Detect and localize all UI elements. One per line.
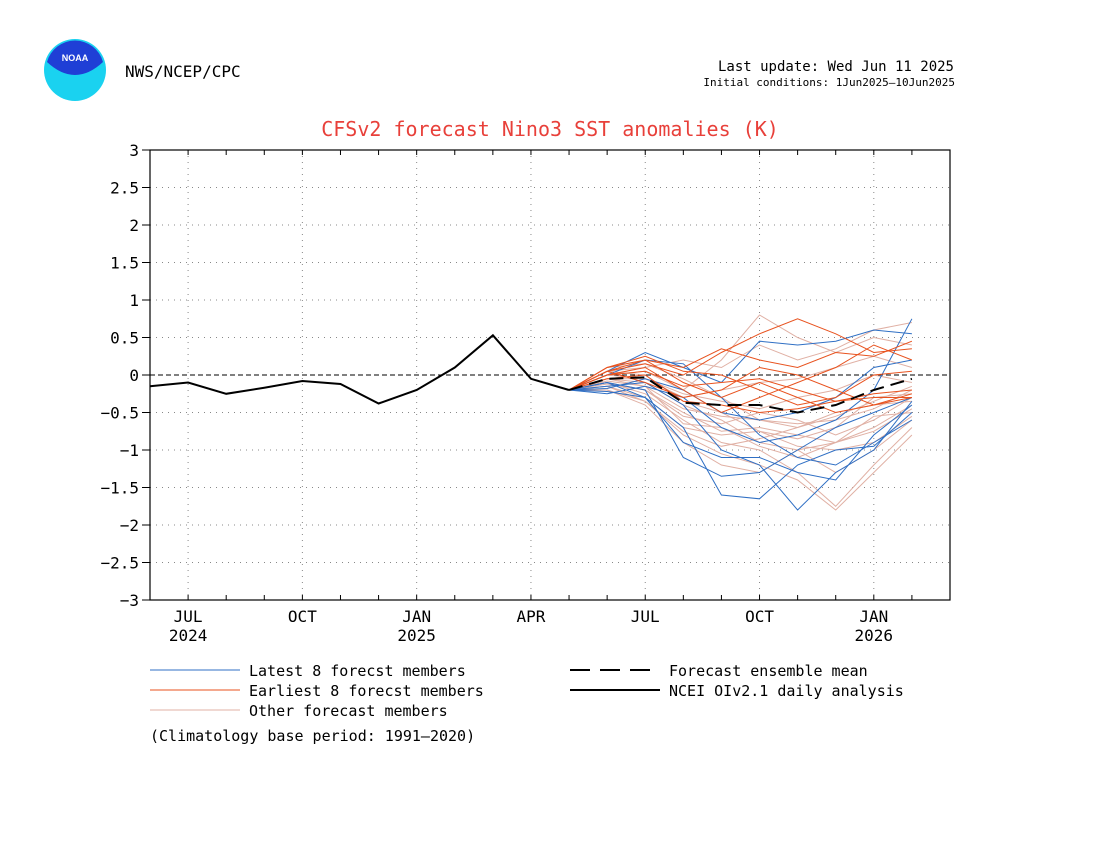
- x-tick-year-label: 2026: [855, 626, 894, 645]
- legend-label-mean: Forecast ensemble mean: [669, 662, 868, 680]
- observed-series: [149, 333, 570, 405]
- plot-frame: [149, 149, 951, 601]
- x-tick-label: OCT: [288, 607, 317, 626]
- x-tick-year-label: 2025: [397, 626, 436, 645]
- axis-ticks: 32.521.510.50−0.5−1−1.5−2−2.5−3JUL2024OC…: [100, 141, 951, 645]
- noaa-logo-inner-icon: [47, 40, 103, 75]
- other-member-line: [568, 381, 913, 507]
- chart-title: CFSv2 forecast Nino3 SST anomalies (K): [321, 117, 779, 141]
- ensemble-mean-line: [568, 376, 913, 414]
- y-tick-label: 1: [129, 291, 139, 310]
- x-tick-label: JUL: [174, 607, 203, 626]
- x-tick-label: APR: [516, 607, 545, 626]
- noaa-logo: NOAA: [44, 39, 106, 101]
- y-tick-label: 0: [129, 366, 139, 385]
- y-tick-label: 3: [129, 141, 139, 160]
- y-tick-label: −1: [120, 441, 139, 460]
- y-tick-label: −2.5: [100, 554, 139, 573]
- earliest-member-line: [568, 355, 912, 406]
- latest-member-line: [568, 359, 912, 421]
- noaa-logo-text: NOAA: [62, 53, 89, 63]
- other-member-line: [568, 322, 912, 391]
- x-tick-label: JAN: [402, 607, 431, 626]
- last-update: Last update: Wed Jun 11 2025: [718, 59, 954, 75]
- legend-label-latest: Latest 8 forecst members: [249, 662, 466, 680]
- y-tick-label: −0.5: [100, 404, 139, 423]
- other-member-line: [568, 355, 913, 399]
- earliest-member-line: [568, 318, 912, 391]
- initial-conditions: Initial conditions: 1Jun2025—10Jun2025: [703, 76, 955, 89]
- latest-member-line: [568, 381, 913, 481]
- forecast-members: [568, 314, 913, 511]
- y-tick-label: 2.5: [110, 179, 139, 198]
- y-tick-label: −2: [120, 516, 139, 535]
- x-tick-year-label: 2024: [169, 626, 208, 645]
- climatology-footnote: (Climatology base period: 1991—2020): [150, 727, 475, 745]
- legend-label-observed: NCEI OIv2.1 daily analysis: [669, 682, 904, 700]
- observed-line: [149, 333, 570, 405]
- y-tick-label: 0.5: [110, 329, 139, 348]
- y-tick-label: 1.5: [110, 254, 139, 273]
- earliest-member-line: [568, 359, 912, 414]
- x-tick-label: JUL: [631, 607, 660, 626]
- other-member-line: [569, 389, 913, 474]
- x-tick-label: JAN: [859, 607, 888, 626]
- earliest-member-line: [568, 374, 912, 414]
- x-tick-label: OCT: [745, 607, 774, 626]
- legend-label-earliest: Earliest 8 forecst members: [249, 682, 484, 700]
- agency-label: NWS/NCEP/CPC: [125, 62, 241, 81]
- other-member-line: [568, 385, 913, 511]
- y-tick-label: −3: [120, 591, 139, 610]
- legend: Latest 8 forecst members Earliest 8 fore…: [150, 662, 904, 720]
- other-member-line: [568, 378, 913, 425]
- latest-member-line: [568, 381, 913, 477]
- legend-label-other: Other forecast members: [249, 702, 448, 720]
- ensemble-mean-series: [568, 376, 913, 414]
- other-member-line: [568, 383, 913, 444]
- y-tick-label: −1.5: [100, 479, 139, 498]
- other-member-line: [568, 385, 913, 451]
- y-tick-label: 2: [129, 216, 139, 235]
- latest-member-line: [568, 389, 913, 500]
- earliest-member-line: [568, 340, 913, 391]
